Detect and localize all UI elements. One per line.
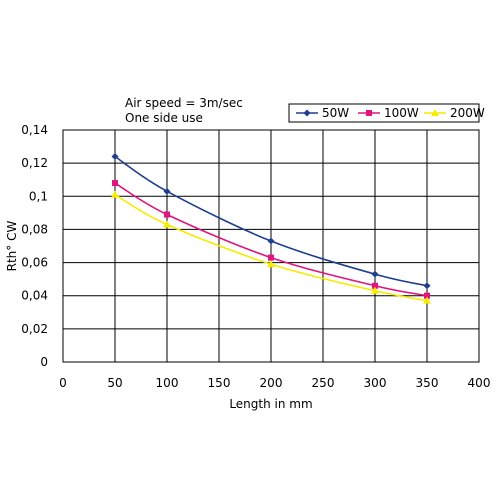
data-point-100w [424,292,430,299]
y-axis-label: Rth° CW [5,221,19,272]
x-tick-label: 150 [208,376,231,390]
series-50w [111,153,431,290]
legend-label: 50W [322,106,349,120]
annotation-air-speed: Air speed = 3m/sec [125,96,243,110]
legend-item-100w: 100W [358,106,419,120]
data-point-100w [164,211,170,218]
x-tick-label: 250 [312,376,335,390]
series-100w [112,180,430,299]
series-layer [111,153,431,304]
x-tick-label: 200 [260,376,283,390]
x-axis-label: Length in mm [229,397,312,411]
y-tick-label: 0,04 [21,289,48,303]
y-tick-label: 0,14 [21,123,48,137]
legend-label: 200W [450,106,485,120]
data-point-50w [371,270,379,278]
x-tick-labels: 0 50 100 150 200 250 300 350 400 [59,376,490,390]
annotation-one-side: One side use [125,111,203,125]
gridlines [62,129,480,363]
data-point-50w [423,282,431,290]
legend-item-200w: 200W [424,106,485,120]
data-point-50w [267,237,275,245]
y-tick-label: 0,08 [21,222,48,236]
data-point-100w [372,282,378,289]
data-point-200w [111,190,119,198]
data-point-50w [111,153,119,161]
data-point-100w [268,254,274,261]
y-tick-label: 0 [40,355,48,369]
data-point-50w [303,109,311,117]
data-point-200w [371,286,379,294]
y-tick-label: 0,1 [29,189,48,203]
x-tick-label: 50 [107,376,122,390]
data-point-100w [366,110,372,116]
y-tick-label: 0,12 [21,156,48,170]
legend-box [288,103,480,123]
legend-item-50w: 50W [296,106,349,120]
x-tick-label: 300 [364,376,387,390]
data-point-200w [163,220,171,228]
data-point-200w [423,296,431,304]
data-point-50w [163,187,171,195]
series-200w [111,190,431,304]
x-tick-label: 0 [59,376,67,390]
data-point-200w [267,260,275,268]
x-tick-label: 100 [156,376,179,390]
y-tick-label: 0,06 [21,256,48,270]
legend: 50W 100W 200W [288,103,485,123]
x-tick-label: 350 [416,376,439,390]
data-point-200w [431,109,439,116]
x-tick-label: 400 [468,376,491,390]
y-tick-labels: 0 0,02 0,04 0,06 0,08 0,1 0,12 0,14 [21,123,48,369]
legend-label: 100W [384,106,419,120]
data-point-100w [112,180,118,187]
y-tick-label: 0,02 [21,322,48,336]
